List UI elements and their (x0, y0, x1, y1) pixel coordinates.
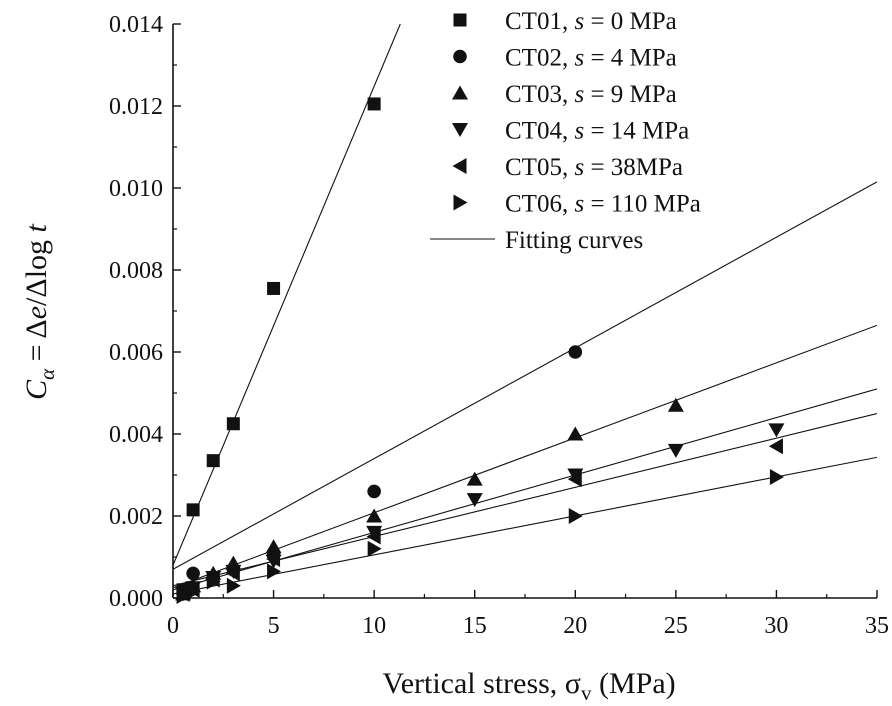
legend-label: CT02, s = 4 MPa (505, 45, 677, 72)
x-tick-label: 25 (664, 613, 688, 639)
legend-marker (453, 194, 468, 211)
data-point (186, 583, 201, 600)
data-point (367, 97, 381, 111)
data-point (226, 577, 241, 594)
y-tick-label: 0.002 (109, 504, 163, 530)
data-point (266, 551, 281, 568)
data-point (206, 454, 220, 468)
data-points (175, 97, 785, 604)
data-point (367, 484, 381, 499)
y-tick-label: 0.000 (109, 586, 163, 612)
legend-marker (452, 85, 468, 100)
legend-marker (453, 49, 467, 64)
fitting-curves (173, 24, 877, 595)
fitting-line-ct04 (173, 388, 877, 591)
chart-axes: 0 5 10 15 20 25 30 35 0.000 0.002 0.004 0.006 0.008 0… (109, 12, 889, 639)
y-tick-label: 0.006 (109, 340, 163, 366)
legend-marker (452, 123, 468, 137)
x-tick-label: 20 (563, 613, 587, 639)
legend-label: CT01, s = 0 MPa (505, 8, 677, 35)
data-point (768, 438, 783, 455)
legend-label: CT03, s = 9 MPa (505, 81, 677, 108)
data-point (667, 443, 684, 458)
fitting-line-ct05 (173, 412, 877, 587)
legend-label: CT05, s = 38MPa (505, 154, 683, 181)
legend-marker (452, 158, 467, 174)
series-4 (175, 423, 785, 602)
y-tick-label: 0.008 (109, 258, 163, 284)
legend-marker (453, 13, 467, 27)
data-point (265, 539, 282, 554)
y-tick-label: 0.012 (109, 94, 163, 120)
x-tick-label: 0 (167, 613, 179, 639)
x-tick-label: 30 (764, 613, 788, 639)
data-point (466, 493, 483, 508)
data-point (466, 471, 483, 486)
data-point (768, 423, 785, 438)
data-point (186, 503, 200, 517)
data-point (568, 508, 583, 524)
data-point (366, 528, 381, 545)
data-point (226, 417, 240, 431)
data-point (267, 281, 281, 295)
y-tick-label: 0.010 (109, 176, 163, 202)
fitting-line-ct03 (173, 324, 877, 589)
data-point (667, 397, 684, 412)
chart-legend: CT01, s = 0 MPa CT02, s = 4 MPa CT03, s = … (430, 8, 701, 254)
legend-label: CT06, s = 110 MPa (505, 191, 701, 218)
y-axis-title: Cα = Δe/Δlog t (20, 223, 59, 399)
data-point (206, 573, 221, 590)
legend-label: CT04, s = 14 MPa (505, 118, 689, 145)
series-2 (176, 345, 583, 599)
series-6 (176, 469, 784, 604)
legend-label-fitting: Fitting curves (505, 227, 643, 254)
x-tick-label: 35 (865, 613, 889, 639)
data-point (568, 345, 583, 359)
series-5 (175, 438, 783, 602)
data-point (769, 469, 784, 486)
data-point (567, 426, 584, 441)
data-point (367, 540, 382, 557)
data-point (267, 563, 282, 580)
data-point (366, 508, 383, 523)
y-tick-label: 0.014 (109, 12, 163, 38)
x-axis-title: Vertical stress, σv (MPa) (382, 667, 675, 705)
data-point (176, 587, 191, 604)
data-point (567, 471, 582, 488)
y-tick-label: 0.004 (109, 422, 163, 448)
x-tick-label: 15 (463, 613, 487, 639)
data-point (225, 565, 240, 582)
data-point (186, 566, 200, 581)
fitting-line-ct01 (173, 24, 401, 566)
x-tick-label: 5 (268, 613, 280, 639)
x-tick-label: 10 (362, 613, 386, 639)
fitting-line-ct06 (173, 456, 877, 595)
fitting-line-ct02 (173, 181, 877, 570)
